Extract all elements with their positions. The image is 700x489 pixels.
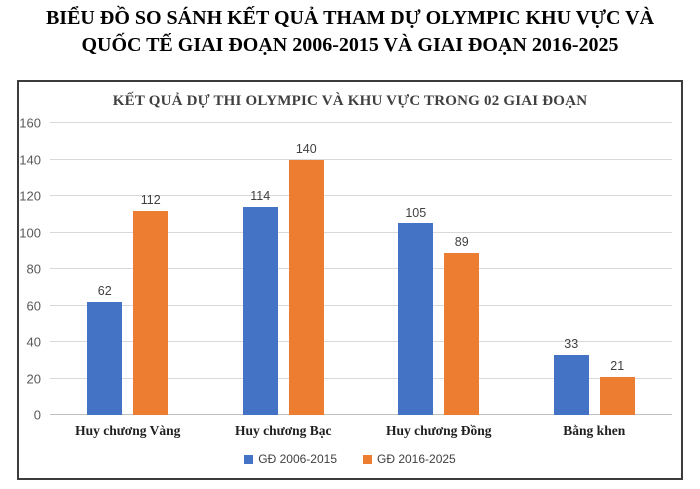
bar (444, 252, 480, 415)
x-axis-line (50, 414, 672, 415)
y-tick-label: 140 (19, 152, 41, 167)
bar-group: 62 112 (50, 123, 206, 415)
y-tick-label: 120 (19, 188, 41, 204)
bar (242, 206, 278, 415)
chart: KẾT QUẢ DỰ THI OLYMPIC VÀ KHU VỰC TRONG … (17, 80, 683, 480)
gridline (50, 341, 672, 342)
y-tick-label: 80 (26, 261, 41, 277)
y-tick-label: 100 (19, 225, 41, 240)
y-tick-label: 20 (26, 371, 41, 386)
bar (87, 301, 123, 415)
legend-label: GĐ 2006-2015 (258, 452, 337, 466)
legend-item: GĐ 2016-2025 (363, 452, 456, 466)
bar-cell: 21 (599, 123, 635, 415)
y-tick-label: 60 (26, 298, 41, 313)
bar-cell: 33 (553, 123, 589, 415)
bar (553, 354, 589, 415)
gridline (50, 304, 672, 306)
page-title-line-2: QUỐC TẾ GIAI ĐOẠN 2006-2015 VÀ GIAI ĐOẠN… (81, 34, 619, 56)
page-title: BIỂU ĐỒ SO SÁNH KẾT QUẢ THAM DỰ OLYMPIC … (0, 5, 700, 59)
bar-cell: 114 (242, 123, 278, 415)
bar-group: 114 140 (206, 123, 362, 415)
y-tick-label: 40 (26, 334, 41, 350)
gridline (50, 158, 672, 160)
x-axis-label: Huy chương Vàng (75, 423, 181, 438)
bar-cell: 112 (133, 123, 169, 415)
bar-group: 33 21 (517, 123, 673, 415)
bar-value-label: 112 (140, 193, 161, 208)
plot-area: 0 20 40 60 80 100 120 140 160 62 112 114 140 105 89 33 2… (19, 117, 673, 422)
page-title-line-1: BIỂU ĐỒ SO SÁNH KẾT QUẢ THAM DỰ OLYMPIC … (45, 7, 655, 29)
legend-item: GĐ 2006-2015 (244, 452, 337, 466)
gridline (50, 268, 672, 269)
bar-cell: 62 (87, 123, 123, 415)
x-axis-labels: Huy chương Vàng Huy chương Bạc Huy chương … (50, 423, 672, 439)
bar-value-label: 89 (454, 235, 469, 250)
bar-cell: 89 (444, 123, 480, 415)
y-tick-label: 160 (19, 115, 41, 131)
bar (288, 159, 324, 415)
gridline (50, 122, 672, 123)
bar (133, 210, 169, 415)
bar-group: 105 89 (361, 123, 517, 415)
gridline (50, 231, 672, 233)
y-tick-label: 0 (33, 407, 41, 423)
legend-label: GĐ 2016-2025 (377, 452, 456, 466)
bar-value-label: 105 (405, 205, 427, 220)
chart-title: KẾT QUẢ DỰ THI OLYMPIC VÀ KHU VỰC TRONG … (112, 93, 588, 109)
bar (599, 376, 635, 415)
x-axis-label: Huy chương Đồng (385, 423, 492, 438)
gridline (50, 195, 672, 196)
bar-value-label: 33 (564, 337, 579, 352)
legend-marker-icon (244, 454, 254, 464)
bar-value-label: 140 (295, 142, 317, 156)
bar-cell: 140 (288, 123, 324, 415)
bar-value-label: 114 (250, 189, 271, 204)
gridline (50, 377, 672, 379)
bar-cell: 105 (398, 123, 434, 415)
x-axis-label: Huy chương Bạc (234, 423, 332, 438)
x-axis-label: Bằng khen (563, 423, 626, 438)
legend-marker-icon (363, 454, 372, 464)
bar-value-label: 62 (97, 284, 112, 299)
bar (398, 223, 434, 415)
bar-value-label: 21 (610, 359, 625, 374)
chart-legend: GĐ 2006-2015 GĐ 2016-2025 (19, 452, 681, 466)
